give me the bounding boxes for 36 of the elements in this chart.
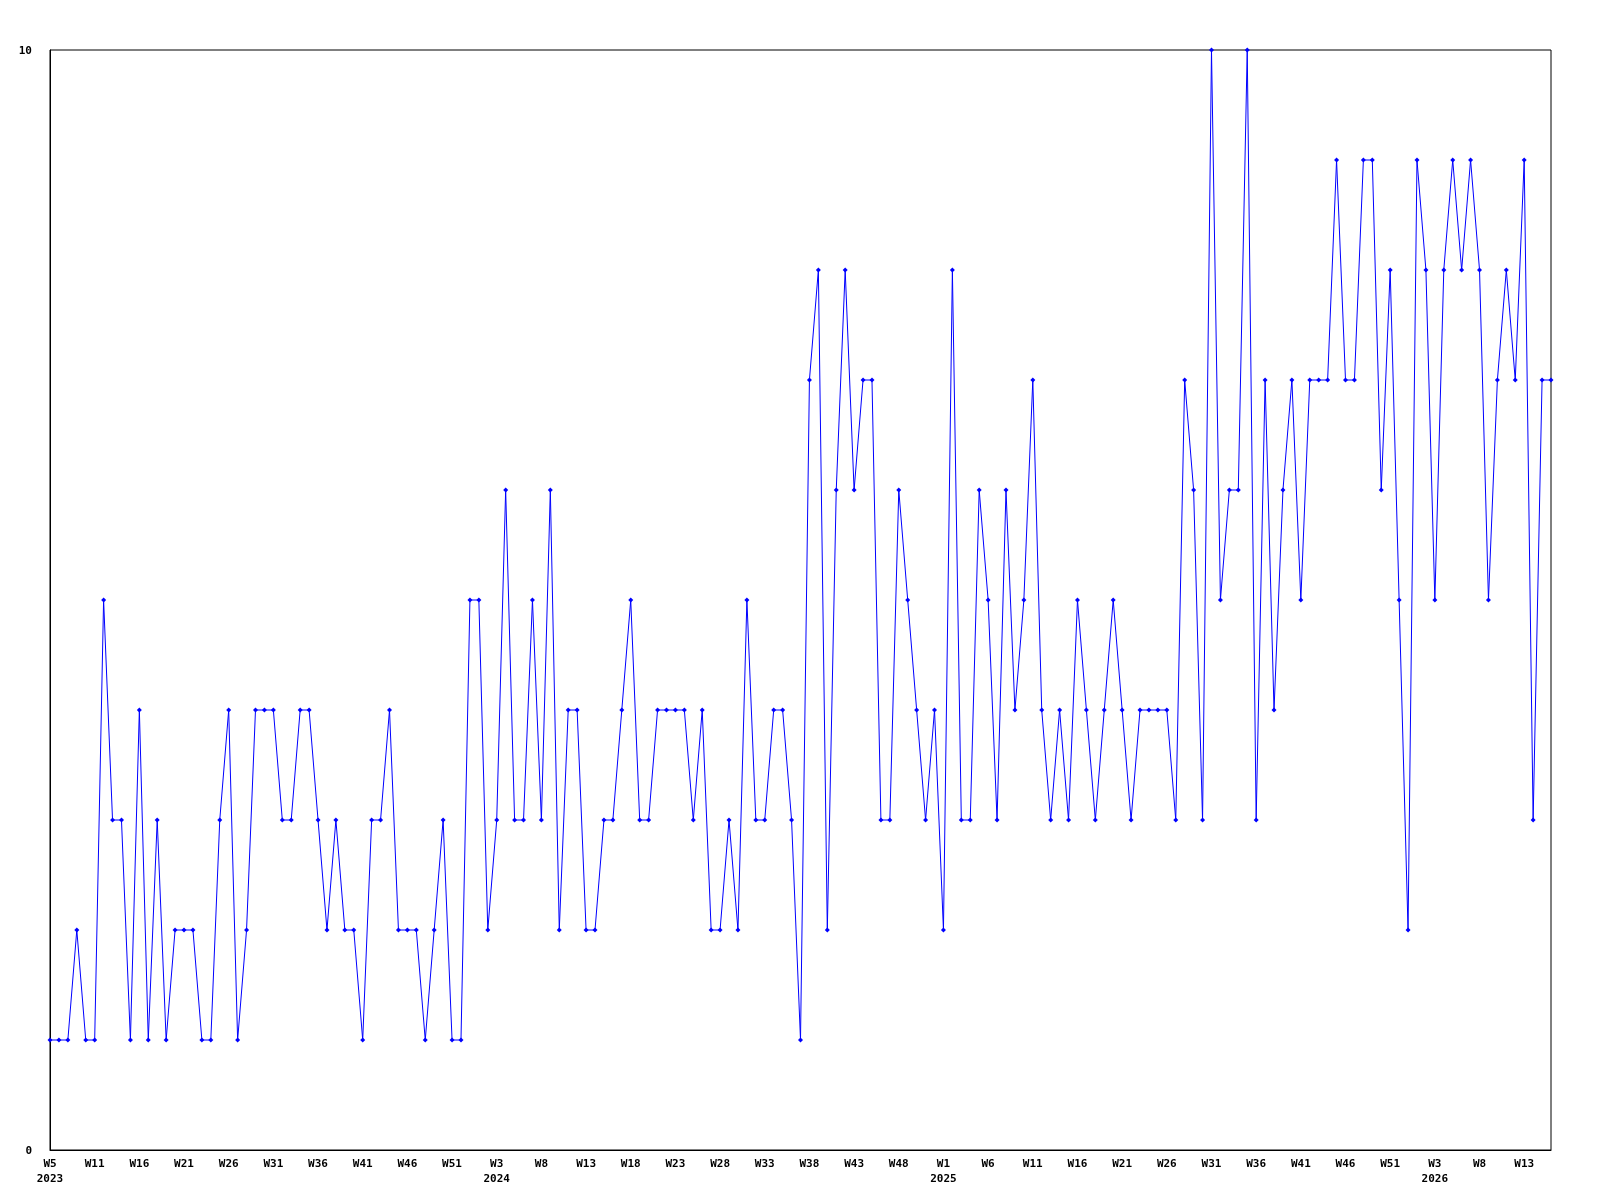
x-tick-label: W11 (84, 1157, 105, 1170)
x-tick-label: W16 (129, 1157, 150, 1170)
x-tick-label: W1 2025 (930, 1157, 957, 1185)
x-tick-label: W31 (1201, 1157, 1222, 1170)
x-tick-label: W3 2026 (1421, 1157, 1449, 1185)
x-tick-label: W8 (534, 1157, 549, 1170)
x-tick-label: W36 (1246, 1157, 1267, 1170)
x-tick-label: W23 (665, 1157, 686, 1170)
x-tick-label: W33 (754, 1157, 775, 1170)
x-tick-label: W46 (1335, 1157, 1356, 1170)
y-tick-label: 0 (25, 1143, 32, 1157)
x-tick-label: W18 (620, 1157, 641, 1170)
x-tick-label: W8 (1472, 1157, 1487, 1170)
x-tick-label: W31 (263, 1157, 284, 1170)
x-tick-label: W21 (174, 1157, 195, 1170)
x-tick-label: W26 (218, 1157, 239, 1170)
y-tick-label: 10 (18, 43, 32, 57)
x-tick-label: W28 (710, 1157, 731, 1170)
x-tick-label: W51 (442, 1157, 463, 1170)
x-tick-label: W21 (1112, 1157, 1133, 1170)
x-tick-label: W48 (888, 1157, 909, 1170)
x-tick-label: W13 (1514, 1157, 1535, 1170)
x-tick-label: W13 (576, 1157, 597, 1170)
x-tick-label: W43 (844, 1157, 865, 1170)
x-tick-label: W36 (308, 1157, 329, 1170)
x-tick-label: W3 2024 (483, 1157, 511, 1185)
x-tick-label: W6 (981, 1157, 996, 1170)
x-tick-label: W38 (799, 1157, 820, 1170)
x-tick-label: W5 2023 (36, 1157, 64, 1185)
x-tick-label: W46 (397, 1157, 418, 1170)
x-tick-label: W26 (1156, 1157, 1178, 1170)
x-tick-label: W11 (1022, 1157, 1044, 1170)
x-tick-label: W51 (1380, 1157, 1401, 1170)
x-tick-label: W41 (1290, 1157, 1312, 1170)
x-tick-label: W41 (352, 1157, 374, 1170)
x-tick-label: W16 (1067, 1157, 1088, 1170)
